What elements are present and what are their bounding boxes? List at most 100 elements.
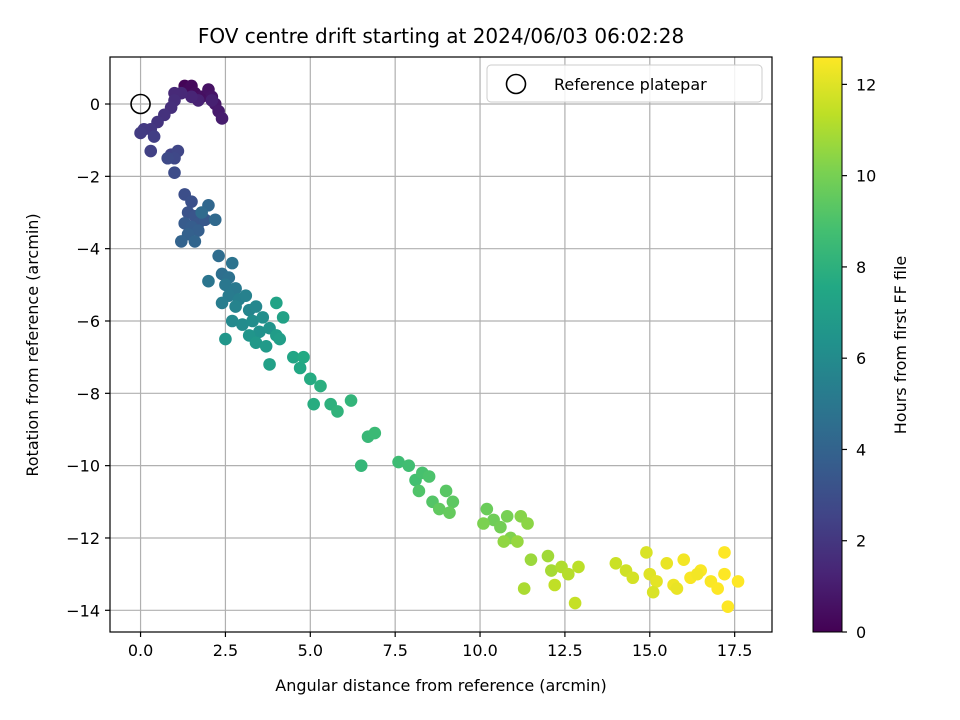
data-point — [477, 517, 490, 530]
data-point — [168, 166, 181, 180]
data-point — [368, 426, 382, 440]
x-tick-label: 12.5 — [547, 641, 583, 660]
x-tick-label: 17.5 — [717, 641, 753, 660]
y-tick-label: −10 — [66, 457, 100, 476]
data-point — [691, 567, 704, 581]
data-point — [304, 372, 317, 386]
data-point — [225, 256, 239, 270]
data-point — [273, 332, 287, 346]
data-point — [392, 455, 405, 469]
data-point — [256, 311, 270, 324]
legend-box — [486, 64, 763, 103]
y-tick-label: −14 — [66, 601, 100, 620]
colorbar-tick-label: 2 — [856, 532, 866, 551]
data-point — [660, 556, 674, 570]
y-tick-label: −4 — [76, 240, 100, 259]
data-point — [259, 340, 273, 353]
data-point — [144, 144, 158, 158]
y-tick-label: −12 — [66, 529, 100, 548]
data-point — [439, 484, 453, 498]
data-point — [433, 502, 446, 516]
colorbar-tick-label: 4 — [856, 440, 866, 459]
data-point — [161, 151, 175, 165]
x-tick-label: 2.5 — [213, 641, 238, 660]
data-point — [446, 495, 460, 509]
data-point — [331, 405, 344, 418]
data-point — [562, 567, 575, 581]
data-point — [344, 394, 358, 407]
plot-frame — [109, 56, 773, 633]
data-point — [174, 235, 188, 248]
data-point — [677, 553, 691, 566]
data-point — [422, 470, 436, 483]
data-point — [670, 582, 684, 595]
data-point — [293, 361, 307, 375]
data-point — [354, 459, 368, 472]
data-point — [412, 484, 426, 498]
data-point — [494, 520, 507, 534]
data-point — [568, 596, 582, 610]
data-point — [185, 195, 198, 208]
colorbar-ticks: 0 2 4 6 8 10 12 — [842, 75, 876, 642]
data-point — [609, 556, 623, 570]
y-tick-label: −2 — [76, 167, 100, 186]
data-point — [229, 300, 242, 313]
data-point — [511, 535, 524, 548]
data-point — [297, 350, 310, 364]
data-point — [650, 575, 663, 588]
colorbar-label: Hours from first FF file — [891, 256, 910, 435]
colorbar-tick-label: 10 — [856, 167, 876, 186]
data-point — [202, 274, 215, 288]
data-point — [219, 332, 232, 346]
data-point — [246, 314, 259, 328]
data-point — [239, 289, 253, 302]
data-point — [225, 314, 239, 328]
data-point — [219, 278, 232, 292]
data-point — [287, 350, 300, 364]
legend-marker-open-circle — [505, 73, 527, 95]
data-point — [548, 578, 562, 592]
data-point — [711, 582, 724, 595]
y-tick-label: 0 — [90, 95, 100, 114]
y-tick-label: −8 — [76, 384, 100, 403]
data-point — [646, 585, 660, 599]
colorbar — [812, 56, 843, 633]
data-point — [718, 567, 731, 581]
data-point — [721, 600, 735, 613]
legend: Reference platepar — [486, 64, 763, 103]
data-point — [521, 517, 534, 530]
data-point — [640, 546, 653, 559]
x-tick-label: 5.0 — [298, 641, 323, 660]
data-point — [443, 506, 456, 519]
colorbar-tick-label: 12 — [856, 75, 876, 94]
x-tick-label: 15.0 — [632, 641, 668, 660]
data-point — [497, 535, 511, 548]
data-point — [524, 553, 538, 566]
colorbar-tick-label: 0 — [856, 623, 866, 642]
data-point — [236, 318, 249, 331]
data-point — [572, 560, 585, 574]
reference-platepar-marker — [130, 93, 151, 115]
colorbar-tick-label: 6 — [856, 349, 866, 368]
data-point — [205, 94, 219, 107]
data-point — [541, 549, 555, 563]
data-point — [134, 126, 147, 140]
data-point — [215, 112, 229, 125]
data-point — [208, 213, 222, 227]
data-point — [517, 582, 531, 595]
x-axis-label: Angular distance from reference (arcmin) — [275, 676, 606, 695]
data-point — [626, 571, 640, 585]
colorbar-tick-label: 8 — [856, 258, 866, 277]
data-point — [718, 546, 731, 559]
legend-entry-reference-platepar: Reference platepar — [554, 75, 707, 94]
x-axis-ticks: 0.0 2.5 5.0 7.5 10.0 12.5 15.0 17.5 — [128, 632, 753, 660]
data-point — [545, 564, 558, 577]
chart-title: FOV centre drift starting at 2024/06/03 … — [198, 24, 684, 48]
y-axis-label: Rotation from reference (arcmin) — [23, 213, 42, 476]
data-point — [276, 311, 290, 324]
data-point — [270, 296, 283, 310]
data-point — [191, 224, 205, 237]
y-axis-ticks: 0 −2 −4 −6 −8 −10 −12 −14 — [66, 95, 110, 620]
data-point — [314, 379, 327, 393]
